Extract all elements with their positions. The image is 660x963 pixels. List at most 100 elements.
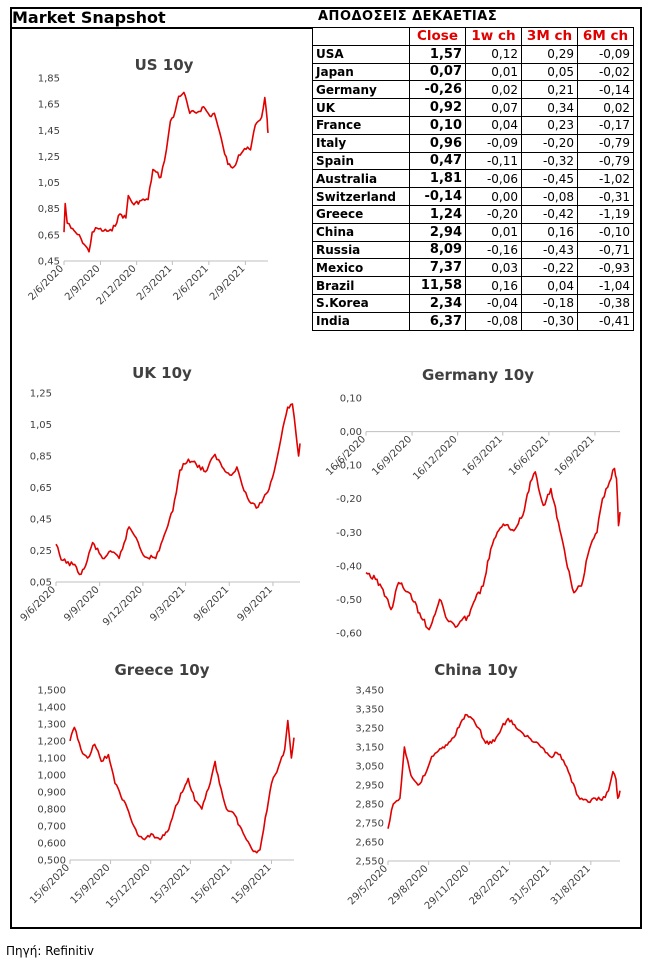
y-tick-label: 0,45 [38,257,60,268]
change-cell: -0,32 [521,151,578,171]
change-cell: -0,31 [577,187,634,206]
change-cell: 0,12 [465,44,522,64]
column-header: Close [409,27,466,46]
y-tick-label: -0,40 [336,561,362,572]
change-cell: 0,00 [465,187,522,206]
table-row: Australia 1,81 -0,06 -0,45 -1,02 [312,169,634,189]
yields-table: Close 1w ch 3M ch 6M ch USA 1,57 0,12 0,29-… [312,27,634,331]
x-tick-label: 15/9/2020 [69,862,113,906]
x-tick-label: 16/3/2021 [461,434,505,478]
y-tick-label: 0,800 [37,805,66,816]
chart-title: US 10y [135,56,194,74]
x-tick-label: 2/3/2021 [135,263,175,303]
source-note: Πηγή: Refinitiv [6,944,95,958]
change-cell: -0,14 [577,80,634,100]
table-row: Greece 1,24 -0,20 -0,42 -1,19 [312,204,634,224]
y-tick-label: 3,250 [355,724,384,735]
series-line [69,719,295,854]
change-cell: -0,17 [577,115,634,135]
country-cell: France [312,115,410,135]
close-cell: 2,34 [409,293,466,313]
y-tick-label: -0,10 [336,461,362,472]
column-header [312,27,410,46]
y-tick-label: 0,65 [30,483,52,494]
y-tick-label: 1,300 [37,720,66,731]
close-cell: 0,07 [409,62,466,82]
x-tick-label: 16/6/2021 [507,434,551,478]
close-cell: -0,14 [409,187,466,206]
close-cell: 0,96 [409,133,466,153]
change-cell: -0,18 [521,293,578,313]
y-tick-label: -0,20 [336,494,362,505]
country-cell: China [312,222,410,242]
y-tick-label: 3,150 [355,743,384,754]
country-cell: India [312,311,410,331]
y-tick-label: 0,00 [340,427,362,438]
country-cell: Brazil [312,276,410,295]
table-title: ΑΠΟΔΟΣΕΙΣ ΔΕΚΑΕΤΙΑΣ [318,9,498,24]
table-header-row: Close 1w ch 3M ch 6M ch [312,27,634,46]
change-cell: -0,79 [577,133,634,153]
y-tick-label: 1,85 [38,74,60,85]
y-tick-label: 2,550 [355,857,384,868]
change-cell: 0,16 [521,222,578,242]
x-tick-label: 9/3/2021 [148,584,188,624]
y-tick-label: 0,700 [37,822,66,833]
table-row: France 0,10 0,04 0,23 -0,17 [312,115,634,135]
title-divider [12,27,312,29]
close-cell: 1,57 [409,44,466,64]
x-tick-label: 28/2/2021 [468,863,512,907]
country-cell: Germany [312,80,410,100]
column-header: 1w ch [465,27,522,46]
chart-china-10y: China 10y 2,550 2,650 2,750 2,850 2,950 3,050 3… [320,655,635,925]
table-row: Spain 0,47 -0,11 -0,32 -0,79 [312,151,634,171]
y-tick-label: 1,400 [37,703,66,714]
change-cell: -0,22 [521,258,578,278]
y-tick-label: 1,200 [37,737,66,748]
table-row: Brazil 11,58 0,16 0,04 -1,04 [312,276,634,295]
change-cell: 0,16 [465,276,522,295]
change-cell: 0,29 [521,44,578,64]
change-cell: 0,07 [465,98,522,117]
y-tick-label: 0,500 [37,856,66,867]
change-cell: -0,20 [465,204,522,224]
chart-us-10y: US 10y 0,45 0,65 0,85 1,05 1,25 1,45 1,65 1,85 2/… [12,48,308,348]
change-cell: -0,09 [577,44,634,64]
close-cell: 0,92 [409,98,466,117]
y-tick-label: 1,25 [30,389,52,400]
change-cell: -0,45 [521,169,578,189]
series-line [63,91,269,253]
y-tick-label: 0,05 [30,578,52,589]
close-cell: 1,81 [409,169,466,189]
change-cell: -0,02 [577,62,634,82]
change-cell: -0,04 [465,293,522,313]
column-header: 6M ch [577,27,634,46]
change-cell: -0,10 [577,222,634,242]
y-tick-label: 1,500 [37,686,66,697]
x-tick-label: 15/6/2021 [189,862,233,906]
change-cell: 0,01 [465,222,522,242]
close-cell: 11,58 [409,276,466,295]
x-tick-label: 9/6/2020 [19,584,59,624]
country-cell: Greece [312,204,410,224]
y-tick-label: 3,350 [355,705,384,716]
y-tick-label: 0,25 [30,546,52,557]
change-cell: 0,03 [465,258,522,278]
table-row: S.Korea 2,34 -0,04 -0,18 -0,38 [312,293,634,313]
change-cell: -1,04 [577,276,634,295]
table-row: Italy 0,96 -0,09 -0,20 -0,79 [312,133,634,153]
close-cell: 6,37 [409,311,466,331]
y-tick-label: -0,50 [336,595,362,606]
y-tick-label: 0,10 [340,394,362,405]
page-title: Market Snapshot [12,8,166,27]
country-cell: Russia [312,240,410,260]
series-line [365,467,621,631]
y-tick-label: 1,45 [38,126,60,137]
table-row: Mexico 7,37 0,03 -0,22 -0,93 [312,258,634,278]
table-row: Germany -0,26 0,02 0,21 -0,14 [312,80,634,100]
x-tick-label: 16/12/2020 [411,434,460,483]
y-tick-label: -0,30 [336,528,362,539]
y-tick-label: 1,25 [38,152,60,163]
chart-title: Germany 10y [422,366,534,384]
chart-us-svg: US 10y 0,45 0,65 0,85 1,05 1,25 1,45 1,65 1,85 2/… [27,56,269,307]
